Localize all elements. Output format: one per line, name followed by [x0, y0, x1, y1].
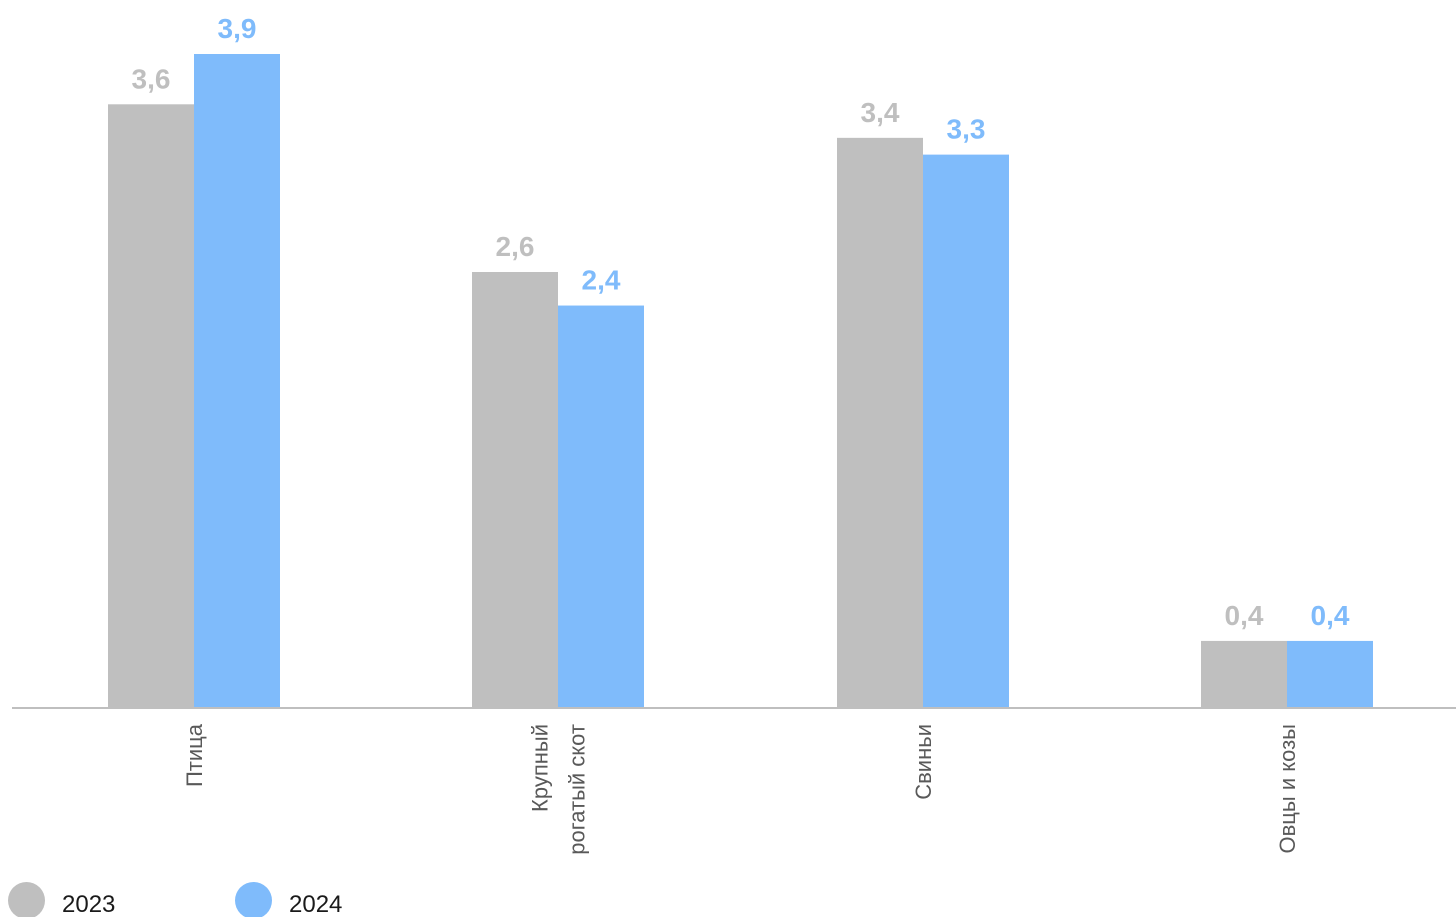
- category-label-3-line-0: Овцы и козы: [1275, 724, 1300, 854]
- bar-2024-0: [194, 54, 280, 708]
- legend-label-2024: 2024: [289, 891, 343, 917]
- legend-swatch-2024: [235, 882, 272, 917]
- data-label-2023-0: 3,6: [132, 63, 171, 94]
- data-label-2023-2: 3,4: [861, 97, 900, 128]
- bar-2023-2: [837, 137, 923, 708]
- data-label-2024-1: 2,4: [582, 265, 621, 296]
- legend-item-2024: 2024: [235, 882, 342, 917]
- bar-2024-3: [1287, 640, 1373, 708]
- data-label-2023-3: 0,4: [1225, 600, 1264, 631]
- category-label-1-line-1: рогатый скот: [565, 724, 590, 855]
- data-label-2024-0: 3,9: [218, 13, 257, 44]
- category-label-2-line-0: Свиньи: [911, 724, 936, 800]
- bar-2023-3: [1201, 640, 1287, 708]
- category-label-2: Свиньи: [911, 724, 936, 800]
- legend-item-2023: 2023: [8, 882, 235, 917]
- category-label-1: Крупный рогатый скот: [528, 724, 590, 855]
- bar-2024-2: [923, 154, 1009, 709]
- data-label-2024-2: 3,3: [947, 114, 986, 145]
- data-label-2024-3: 0,4: [1311, 600, 1350, 631]
- category-label-3: Овцы и козы: [1275, 724, 1300, 854]
- category-label-0: Птица: [182, 723, 207, 787]
- category-label-0-line-0: Птица: [182, 723, 207, 787]
- legend-swatch-2023: [8, 882, 45, 917]
- bar-2023-1: [472, 272, 558, 708]
- category-label-1-line-0: Крупный: [528, 724, 553, 812]
- data-label-2023-1: 2,6: [496, 231, 535, 262]
- legend-label-2023: 2023: [62, 891, 116, 917]
- bar-2024-1: [558, 305, 644, 708]
- chart-legend: 2023 2024: [8, 882, 342, 917]
- bar-2023-0: [108, 104, 194, 709]
